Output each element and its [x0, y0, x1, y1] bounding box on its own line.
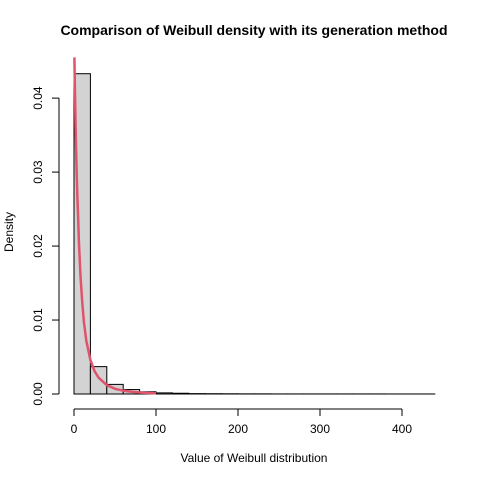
x-tick-label: 100 — [146, 422, 166, 436]
x-tick-label: 200 — [228, 422, 248, 436]
density-curve — [73, 57, 157, 395]
x-tick-label: 400 — [392, 422, 412, 436]
x-axis: 0 100 200 300 400 — [71, 408, 412, 436]
y-axis-label: Density — [2, 212, 16, 252]
y-tick-label: 0.04 — [31, 86, 45, 110]
chart-title: Comparison of Weibull density with its g… — [60, 22, 447, 38]
y-tick-label: 0.01 — [31, 308, 45, 332]
x-tick-label: 0 — [71, 422, 78, 436]
y-tick-label: 0.00 — [31, 382, 45, 406]
histogram-bar — [171, 392, 190, 395]
x-tick-label: 300 — [310, 422, 330, 436]
y-tick-label: 0.02 — [31, 234, 45, 258]
histogram-bar — [89, 366, 108, 395]
histogram-bars — [73, 73, 436, 395]
histogram-bar — [73, 73, 91, 395]
x-axis-label: Value of Weibull distribution — [181, 451, 328, 465]
histogram-bar — [155, 392, 173, 395]
y-tick-label: 0.03 — [31, 160, 45, 184]
y-axis: 0.00 0.01 0.02 0.03 0.04 — [31, 86, 60, 406]
